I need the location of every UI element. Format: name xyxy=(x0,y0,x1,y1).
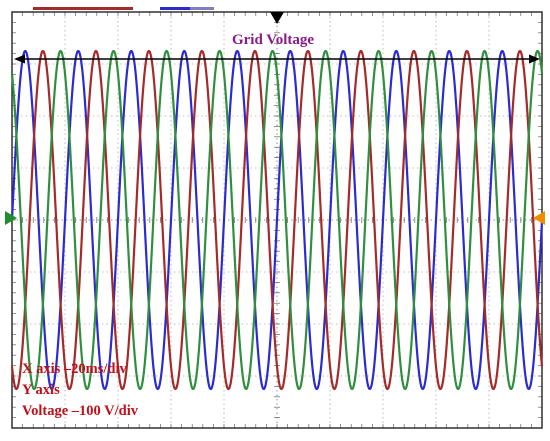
traces xyxy=(10,49,544,391)
span-arrow-right-icon xyxy=(529,54,540,64)
series-line-phase-3 xyxy=(10,49,544,391)
y-axis-annotation: Y axis xyxy=(22,382,60,398)
channel-bar-3 xyxy=(190,7,214,10)
trigger-level-marker-icon xyxy=(533,211,545,225)
channel-bar-1 xyxy=(33,7,133,10)
channel-bar-2 xyxy=(160,7,190,10)
series-line-phase-2 xyxy=(10,49,544,391)
span-arrow-left-icon xyxy=(14,54,25,64)
voltage-scale-annotation: Voltage –100 V/div xyxy=(22,403,139,419)
indicators xyxy=(5,7,545,225)
chart-title: Grid Voltage xyxy=(232,32,314,48)
x-axis-annotation: X axis –20ms/div xyxy=(22,361,127,377)
ground-level-marker-icon xyxy=(5,211,17,225)
series-line-phase-1 xyxy=(10,49,544,391)
trigger-position-icon xyxy=(270,12,284,24)
